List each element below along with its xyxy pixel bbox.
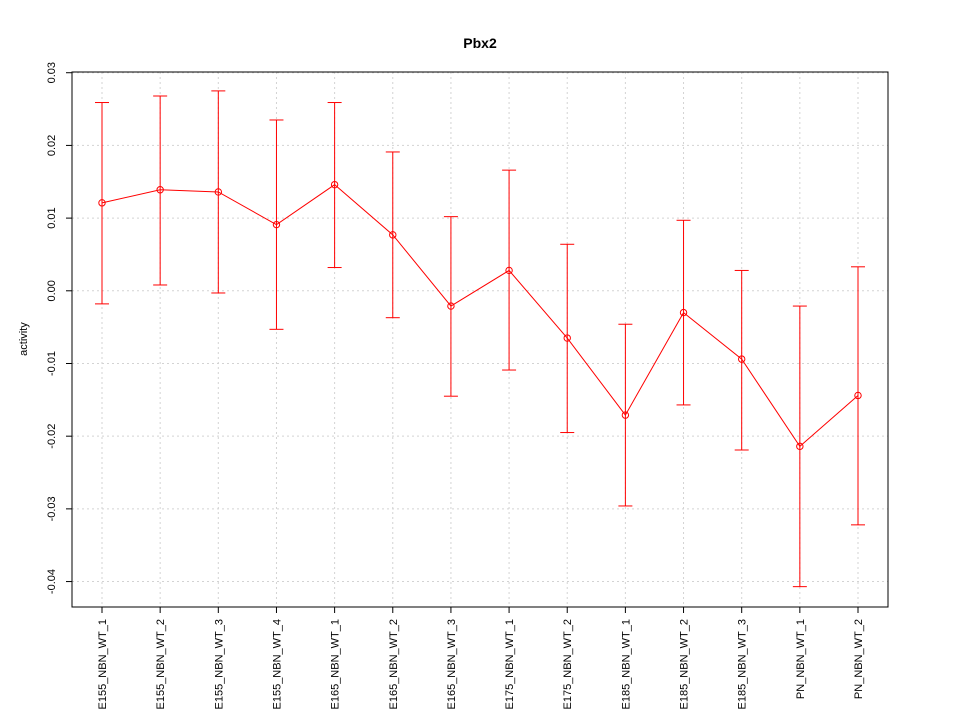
x-tick-label: E185_NBN_WT_3 <box>737 619 749 710</box>
data-point <box>447 302 455 310</box>
x-tick-label: E165_NBN_WT_1 <box>330 619 342 710</box>
x-tick-label: E175_NBN_WT_2 <box>562 619 574 710</box>
data-point <box>621 411 630 419</box>
data-point <box>563 334 571 342</box>
x-axis: E155_NBN_WT_1 E155_NBN_WT_2 E155_NBN_WT_3 E… <box>97 607 865 710</box>
series-layer <box>95 90 865 588</box>
x-tick-label: PN_NBN_WT_2 <box>853 619 865 699</box>
data-point <box>389 231 397 239</box>
y-tick-label: -0.03 <box>46 496 58 521</box>
data-point <box>330 180 339 189</box>
data-point <box>679 308 688 317</box>
data-point <box>505 266 513 275</box>
data-point <box>214 188 223 196</box>
y-tick-label: 0.00 <box>46 280 58 301</box>
x-tick-label: E155_NBN_WT_1 <box>97 619 109 710</box>
data-point <box>796 442 804 451</box>
data-point <box>98 199 106 207</box>
data-point <box>737 355 746 363</box>
y-tick-label: 0.02 <box>46 135 58 156</box>
x-tick-label: PN_NBN_WT_1 <box>795 619 807 699</box>
x-tick-label: E155_NBN_WT_3 <box>213 619 225 710</box>
data-point <box>272 220 281 229</box>
data-point <box>854 391 862 400</box>
series-line <box>101 184 859 448</box>
y-axis-label: activity <box>18 322 30 356</box>
y-tick-label: -0.04 <box>46 569 58 594</box>
data-point <box>156 186 164 194</box>
chart-title: Pbx2 <box>463 35 497 51</box>
y-axis: -0.04 -0.03 -0.02 -0.01 0.00 0.01 0.02 0.03 <box>46 62 72 594</box>
x-tick-label: E185_NBN_WT_1 <box>620 619 632 710</box>
y-tick-label: 0.03 <box>46 62 58 83</box>
x-tick-label: E175_NBN_WT_1 <box>504 619 516 710</box>
x-tick-label: E165_NBN_WT_2 <box>388 619 400 710</box>
y-tick-label: 0.01 <box>46 207 58 228</box>
x-tick-label: E155_NBN_WT_4 <box>271 619 283 710</box>
plot-frame <box>71 71 889 608</box>
x-tick-label: E165_NBN_WT_3 <box>446 619 458 710</box>
x-tick-label: E155_NBN_WT_2 <box>155 619 167 710</box>
x-tick-label: E185_NBN_WT_2 <box>679 619 691 710</box>
y-tick-label: -0.01 <box>46 351 58 376</box>
grid <box>72 72 888 607</box>
y-tick-label: -0.02 <box>46 424 58 449</box>
